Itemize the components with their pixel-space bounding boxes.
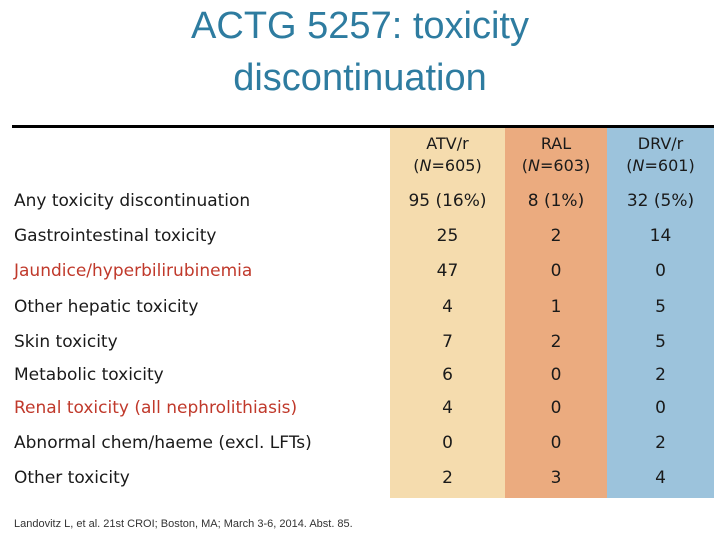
table-row: Abnormal chem/haeme (excl. LFTs) 0 0 2 — [0, 426, 720, 460]
cell-atv: 0 — [442, 433, 453, 453]
drv-column-background — [607, 128, 714, 498]
cell-ral: 8 (1%) — [527, 191, 585, 211]
slide-title: ACTG 5257: toxicity discontinuation — [0, 0, 720, 104]
title-line-1: ACTG 5257: toxicity — [191, 5, 529, 47]
header-ral-name: RAL — [540, 134, 572, 153]
table-row: Renal toxicity (all nephrolithiasis) 4 0… — [0, 391, 720, 425]
cell-atv: 7 — [442, 332, 453, 352]
cell-atv: 25 — [436, 226, 459, 246]
cell-drv: 2 — [655, 365, 666, 385]
cell-atv: 47 — [436, 261, 459, 281]
table-row: Gastrointestinal toxicity 25 2 14 — [0, 219, 720, 253]
table-top-rule — [12, 125, 714, 128]
cell-drv: 4 — [655, 468, 666, 488]
cell-drv: 0 — [655, 261, 666, 281]
header-drv-n: (N=601) — [626, 156, 695, 175]
cell-ral: 0 — [550, 365, 562, 385]
cell-drv: 0 — [655, 398, 666, 418]
header-ral-n: (N=603) — [521, 156, 591, 175]
cell-drv: 32 (5%) — [626, 191, 695, 211]
cell-atv: 95 (16%) — [408, 191, 487, 211]
row-label: Gastrointestinal toxicity — [14, 226, 217, 246]
row-label: Jaundice/hyperbilirubinemia — [14, 261, 253, 281]
cell-ral: 3 — [550, 468, 562, 488]
cell-ral: 0 — [550, 261, 562, 281]
cell-ral: 1 — [550, 297, 562, 317]
row-label: Other toxicity — [14, 468, 130, 488]
table-row: Skin toxicity 7 2 5 — [0, 325, 720, 359]
ral-column-background — [505, 128, 607, 498]
cell-atv: 4 — [442, 297, 453, 317]
header-ral: RAL (N=603) — [505, 130, 607, 180]
header-drv-name: DRV/r — [637, 134, 684, 153]
cell-ral: 0 — [550, 398, 562, 418]
cell-atv: 2 — [442, 468, 453, 488]
header-atv-n: (N=605) — [413, 156, 482, 175]
cell-ral: 0 — [550, 433, 562, 453]
title-line-2: discontinuation — [233, 57, 487, 99]
header-atv-name: ATV/r — [426, 134, 469, 153]
table-row: Other toxicity 2 3 4 — [0, 461, 720, 495]
row-label: Other hepatic toxicity — [14, 297, 199, 317]
cell-ral: 2 — [550, 332, 562, 352]
cell-drv: 2 — [655, 433, 666, 453]
row-label: Renal toxicity (all nephrolithiasis) — [14, 398, 298, 418]
table-row: Jaundice/hyperbilirubinemia 47 0 0 — [0, 254, 720, 288]
cell-drv: 5 — [655, 297, 666, 317]
cell-drv: 14 — [649, 226, 672, 246]
cell-atv: 6 — [442, 365, 453, 385]
header-drv: DRV/r (N=601) — [607, 130, 714, 180]
header-atv: ATV/r (N=605) — [390, 130, 505, 180]
table-row: Other hepatic toxicity 4 1 5 — [0, 290, 720, 324]
row-label: Skin toxicity — [14, 332, 118, 352]
citation-footnote: Landovitz L, et al. 21st CROI; Boston, M… — [14, 518, 353, 530]
table-row: Any toxicity discontinuation 95 (16%) 8 … — [0, 184, 720, 218]
row-label: Abnormal chem/haeme (excl. LFTs) — [14, 433, 312, 453]
table-row: Metabolic toxicity 6 0 2 — [0, 358, 720, 392]
cell-ral: 2 — [550, 226, 562, 246]
row-label: Metabolic toxicity — [14, 365, 164, 385]
atv-column-background — [390, 128, 505, 498]
cell-atv: 4 — [442, 398, 453, 418]
row-label: Any toxicity discontinuation — [14, 191, 251, 211]
cell-drv: 5 — [655, 332, 666, 352]
